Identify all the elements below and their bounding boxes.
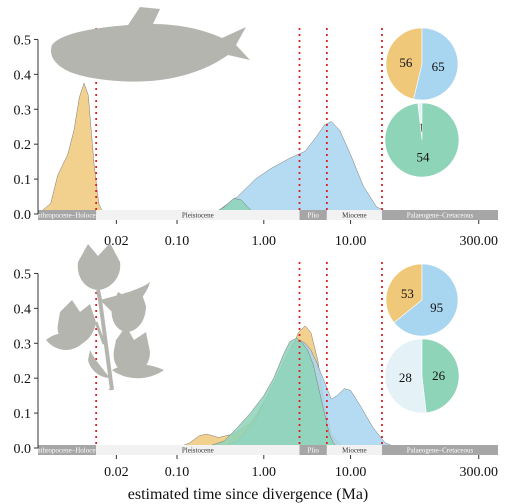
y-tick-label: 0.5	[14, 267, 32, 282]
x-tick-label: 1.00	[252, 234, 277, 249]
era-band	[381, 445, 498, 455]
era-band	[96, 210, 300, 220]
y-tick-label: 0.0	[14, 442, 32, 457]
x-tick-label: 300.00	[459, 234, 498, 249]
pie-slice	[393, 263, 459, 337]
x-tick-label: 10.00	[335, 234, 367, 249]
y-tick-label: 0.2	[14, 138, 32, 153]
pie-slice-label: 54	[417, 150, 431, 165]
x-tick-label: 1.00	[252, 465, 277, 480]
pie-slice	[384, 102, 460, 178]
y-tick-label: 0.2	[14, 372, 32, 387]
era-band	[38, 445, 97, 455]
era-band	[326, 445, 382, 455]
pie-slice-label: 95	[430, 300, 443, 315]
era-band	[326, 210, 382, 220]
x-tick-label: 0.10	[165, 465, 190, 480]
density-area-blue	[192, 121, 393, 215]
x-tick-label: 300.00	[459, 465, 498, 480]
y-tick-label: 0.4	[14, 68, 32, 83]
pie-slice-label: 56	[399, 55, 413, 70]
density-area-green	[203, 337, 343, 449]
pie-slice-label: 53	[401, 286, 414, 301]
pie-slice-label: 28	[399, 370, 412, 385]
era-band	[381, 210, 498, 220]
era-label: Miocene	[342, 447, 367, 455]
era-label: Anthropocene–Holocene	[32, 447, 102, 455]
y-tick-label: 0.3	[14, 337, 32, 352]
y-tick-label: 0.1	[14, 173, 32, 188]
x-axis-label: estimated time since divergence (Ma)	[128, 486, 369, 503]
era-label: Plio	[308, 212, 320, 220]
era-label: Miocene	[342, 212, 367, 220]
era-label: Pleistocene	[182, 447, 214, 455]
era-band	[38, 210, 97, 220]
x-tick-label: 0.02	[104, 465, 129, 480]
pie-slice	[421, 338, 460, 414]
era-label: Plio	[308, 447, 320, 455]
era-band	[299, 210, 327, 220]
x-tick-label: 10.00	[335, 465, 367, 480]
era-band	[96, 445, 300, 455]
era-label: Palaeogene–Cretaceous	[407, 447, 474, 455]
panel-fish: Anthropocene–Holocene Pleistocene Plio Mioc…	[14, 7, 498, 249]
y-tick-label: 0.4	[14, 302, 32, 317]
era-label: Palaeogene–Cretaceous	[407, 212, 474, 220]
pie-slice	[385, 263, 423, 324]
pie-slice	[413, 27, 459, 101]
era-band	[299, 445, 327, 455]
density-area-orange	[37, 82, 113, 215]
flower-silhouette-icon	[46, 243, 164, 391]
pie-slice-label: 65	[432, 59, 445, 74]
y-tick-label: 0.1	[14, 407, 32, 422]
y-tick-label: 0.5	[14, 33, 32, 48]
fish-silhouette-icon	[50, 7, 251, 82]
pie-slice	[385, 27, 423, 100]
era-label: Pleistocene	[182, 212, 214, 220]
era-label: Anthropocene–Holocene	[32, 212, 102, 220]
pie-slice	[384, 338, 427, 414]
y-tick-label: 0.0	[14, 208, 32, 223]
pie-slice-label: 1	[418, 120, 425, 135]
pie-slice-label: 26	[432, 368, 446, 383]
y-tick-label: 0.3	[14, 103, 32, 118]
panel-flower: Anthropocene–Holocene Pleistocene Plio Mioc…	[14, 243, 498, 480]
x-tick-label: 0.10	[165, 234, 190, 249]
